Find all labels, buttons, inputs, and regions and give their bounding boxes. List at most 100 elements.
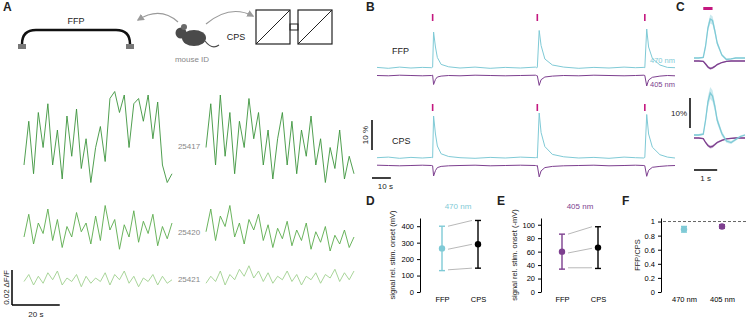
scale-label: 10 s [378,182,393,191]
x-axis: FFP CPS [555,295,606,304]
y-tick-mark [417,276,420,277]
scale-bar [694,169,717,171]
y-axis: 020406080100 [522,219,541,297]
y-tick: 0.8 [645,232,661,241]
y-tick-mark [538,252,541,253]
error-cap [559,233,565,234]
x-tick-label: FFP [555,295,569,304]
error-cap [595,226,601,227]
panel-e: E020406080100signal rel. stim. onset (-m… [497,194,606,304]
y-axis-title: signal rel. stim. onset (-mV) [510,209,519,301]
y-tick: 20 [527,274,541,283]
individual-line [448,268,472,270]
stim-marker [644,104,646,111]
y-tick-label: 0.8 [645,232,655,241]
y-tick-label: 60 [527,248,535,257]
individual-line [568,248,592,253]
arrow [206,12,253,25]
legend-label: 405 nm [650,80,675,89]
stim-marker [537,104,539,111]
scale-label: 0.02 ΔF/F [2,270,11,305]
y-tick-label: 200 [401,255,414,264]
y-tick: 0 [531,288,541,297]
traces [24,92,354,287]
error-cap [595,268,601,269]
plot-area [663,222,746,233]
trace [694,19,745,60]
y-tick-label: 0.2 [645,274,655,283]
mouse-icon [205,41,219,47]
cps-diagonal [298,10,332,44]
y-tick: 80 [527,234,541,243]
panel-f: F00.20.40.60.81FFP/CPS470 nm405 nm [622,194,746,304]
stim-bar [703,7,712,10]
y-tick: 400 [401,222,420,231]
y-tick-label: 100 [401,271,414,280]
x-axis: FFPCPS [435,295,486,304]
y-tick: 0.4 [645,260,661,269]
mouse-icon [181,24,187,30]
y-axis-line [541,219,542,293]
trace [24,206,172,250]
x-tick: 470 nm [672,295,697,304]
y-axis: 0 0.2 0.4 0.6 0.8 1 [645,217,662,296]
stim-marker [537,14,539,21]
schematic-label: FFP [68,16,85,26]
error-cap [475,220,481,221]
panel-label: B [366,0,375,14]
individual-line [568,227,592,234]
y-tick-mark [658,222,661,223]
error-cap [439,226,445,227]
trace [377,165,675,177]
y-axis-line [661,219,662,293]
y-tick-label: 1 [651,217,655,226]
x-tick: CPS [591,295,606,304]
y-tick-mark [538,238,541,239]
y-tick: 100 [401,271,420,280]
trace [206,95,354,183]
y-tick-mark [417,292,420,293]
scale-label: 10% [671,109,687,118]
fiber-icon [22,30,130,44]
error-cap [475,267,481,268]
group-label: CPS [392,136,411,146]
panel-title: 470 nm [445,202,472,211]
y-tick-mark [658,250,661,251]
y-tick: 0 [410,288,420,297]
mouse-id: 25417 [178,142,201,151]
y-tick-mark [658,278,661,279]
traces [377,29,675,177]
mean-dot [439,245,445,251]
y-tick: 40 [527,261,541,270]
panel-label: C [676,0,685,14]
x-tick-label: FFP [435,295,449,304]
y-tick-mark [417,259,420,260]
mean-dot [719,223,725,229]
legend-label: 470 nm [650,56,675,65]
trace [694,61,745,69]
x-tick: FFP [435,295,449,304]
mean-dot [681,226,687,232]
y-tick: 60 [527,248,541,257]
individual-line [448,220,472,226]
error-cap [559,268,565,269]
y-tick-mark [658,292,661,293]
x-tick: FFP [555,295,569,304]
scale-bar [689,98,691,128]
y-tick-mark [658,236,661,237]
y-tick-label: 0 [410,288,414,297]
trace [206,206,354,252]
trace [377,113,675,158]
y-tick-label: 300 [401,239,414,248]
error-cap [439,270,445,271]
panel-label: E [497,194,505,208]
mean-dot [595,244,601,250]
y-tick: 0.6 [645,246,661,255]
y-tick-label: 0 [651,288,655,297]
mouse-id: 25420 [178,228,201,237]
panel-b: BFFPCPS470 nm405 nm10 %10 s [361,0,675,191]
x-axis: 470 nm 405 nm [672,295,735,304]
x-tick-label: 405 nm [710,295,735,304]
scale-label: 20 s [28,310,43,319]
y-tick-mark [538,279,541,280]
